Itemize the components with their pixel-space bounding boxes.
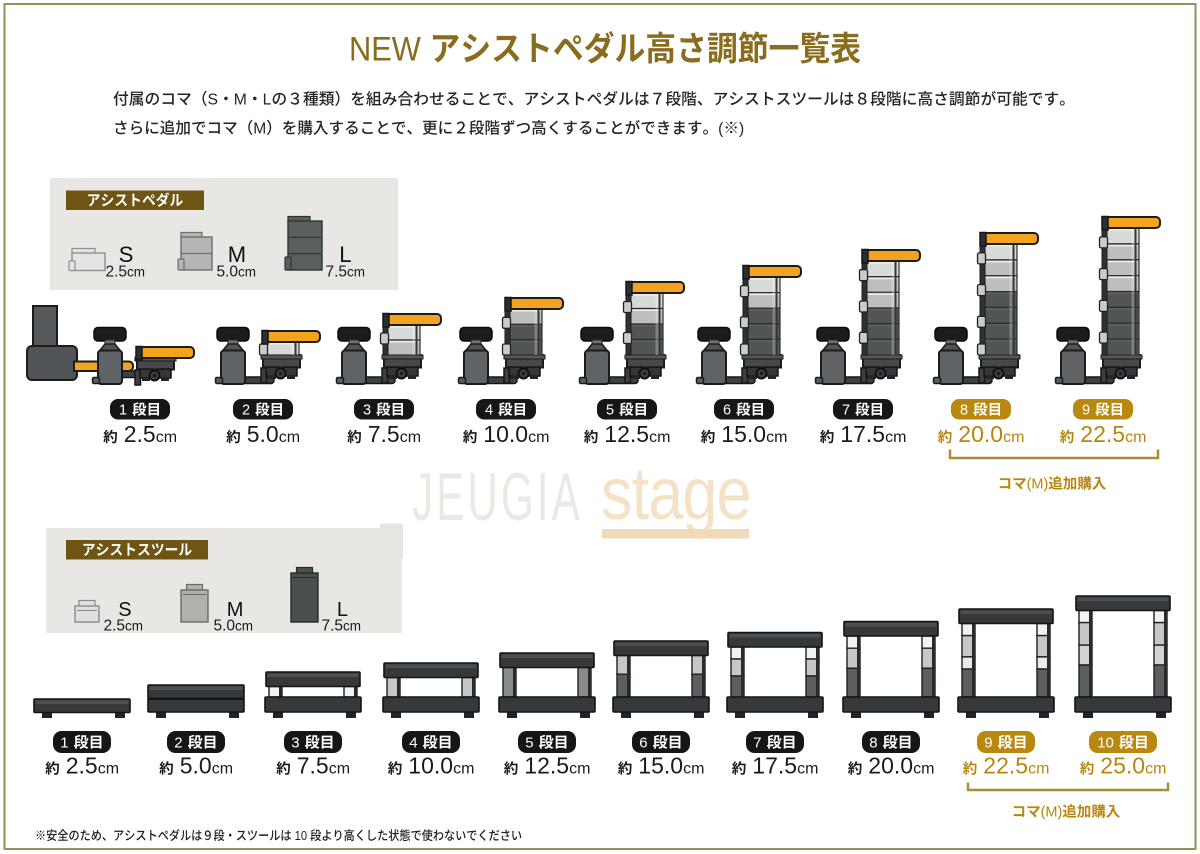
svg-text:15.0: 15.0 (638, 753, 683, 779)
svg-text:cm: cm (235, 619, 253, 634)
svg-text:cm: cm (1028, 761, 1049, 778)
svg-text:6: 6 (723, 403, 731, 419)
svg-text:17.5: 17.5 (840, 421, 885, 447)
svg-text:7.5: 7.5 (326, 264, 348, 281)
svg-text:cm: cm (1125, 429, 1146, 446)
svg-text:S: S (119, 242, 134, 267)
svg-text:8: 8 (960, 403, 968, 419)
svg-text:cm: cm (279, 429, 300, 446)
svg-text:3: 3 (363, 403, 371, 419)
svg-text:22.5: 22.5 (1080, 421, 1125, 447)
svg-text:L: L (339, 242, 351, 267)
svg-text:L: L (337, 599, 348, 621)
svg-text:NEW: NEW (349, 30, 421, 68)
svg-text:cm: cm (885, 429, 906, 446)
svg-text:7.5: 7.5 (322, 618, 344, 635)
svg-text:cm: cm (400, 429, 421, 446)
svg-text:cm: cm (797, 761, 818, 778)
svg-text:1: 1 (119, 403, 127, 419)
svg-text:JEUGIA: JEUGIA (412, 459, 583, 535)
svg-text:): ) (739, 120, 744, 137)
svg-text:10: 10 (295, 828, 308, 843)
svg-text:17.5: 17.5 (752, 753, 797, 779)
svg-text:cm: cm (347, 265, 365, 280)
svg-text:7: 7 (842, 403, 850, 419)
svg-text:cm: cm (766, 429, 787, 446)
svg-text:1: 1 (60, 735, 68, 752)
svg-text:5.0: 5.0 (214, 618, 236, 635)
svg-text:10.0: 10.0 (483, 421, 528, 447)
svg-text:cm: cm (453, 761, 474, 778)
svg-text:10: 10 (1097, 735, 1114, 752)
svg-text:10.0: 10.0 (408, 753, 453, 779)
svg-text:cm: cm (649, 429, 670, 446)
svg-text:9: 9 (1082, 403, 1090, 419)
svg-text:4: 4 (409, 735, 417, 752)
svg-text:12.5: 12.5 (524, 753, 569, 779)
svg-text:2.5: 2.5 (66, 753, 98, 779)
svg-text:cm: cm (156, 429, 177, 446)
svg-text:5: 5 (606, 403, 614, 419)
svg-text:4: 4 (485, 403, 493, 419)
svg-text:stage: stage (601, 452, 751, 535)
svg-text:S: S (208, 91, 218, 108)
svg-text:2.5: 2.5 (124, 421, 156, 447)
svg-text:cm: cm (212, 761, 233, 778)
svg-text:5.0: 5.0 (247, 421, 279, 447)
svg-text:7.5: 7.5 (368, 421, 400, 447)
svg-text:2: 2 (174, 735, 182, 752)
svg-text:M: M (253, 120, 266, 137)
svg-text:M: M (234, 91, 247, 108)
svg-text:7: 7 (753, 735, 761, 752)
svg-text:cm: cm (98, 761, 119, 778)
svg-text:cm: cm (683, 761, 704, 778)
svg-text:S: S (118, 599, 131, 621)
svg-text:cm: cm (329, 761, 350, 778)
svg-text:(: ( (718, 120, 724, 137)
svg-text:cm: cm (238, 265, 256, 280)
svg-text:(M): (M) (1027, 477, 1049, 493)
svg-text:cm: cm (125, 619, 143, 634)
svg-text:22.5: 22.5 (983, 753, 1028, 779)
svg-text:12.5: 12.5 (604, 421, 649, 447)
svg-text:20.0: 20.0 (868, 753, 913, 779)
svg-text:(M): (M) (1041, 805, 1063, 821)
svg-text:7.5: 7.5 (297, 753, 329, 779)
svg-text:2.5: 2.5 (104, 618, 126, 635)
svg-text:6: 6 (639, 735, 647, 752)
svg-text:M: M (227, 599, 244, 621)
svg-text:9: 9 (984, 735, 992, 752)
svg-text:2: 2 (242, 403, 250, 419)
svg-text:cm: cm (913, 761, 934, 778)
svg-text:5: 5 (525, 735, 533, 752)
svg-text:cm: cm (1145, 761, 1166, 778)
svg-text:5.0: 5.0 (217, 264, 239, 281)
svg-text:cm: cm (343, 619, 361, 634)
svg-text:15.0: 15.0 (721, 421, 766, 447)
svg-text:3: 3 (291, 735, 299, 752)
svg-text:5.0: 5.0 (180, 753, 212, 779)
svg-text:25.0: 25.0 (1100, 753, 1145, 779)
svg-text:L: L (263, 91, 272, 108)
svg-text:cm: cm (1003, 429, 1024, 446)
svg-text:cm: cm (569, 761, 590, 778)
svg-text:20.0: 20.0 (958, 421, 1003, 447)
svg-text:cm: cm (528, 429, 549, 446)
svg-text:cm: cm (127, 265, 145, 280)
svg-text:8: 8 (869, 735, 877, 752)
svg-text:M: M (228, 242, 246, 267)
svg-text:2.5: 2.5 (106, 264, 128, 281)
